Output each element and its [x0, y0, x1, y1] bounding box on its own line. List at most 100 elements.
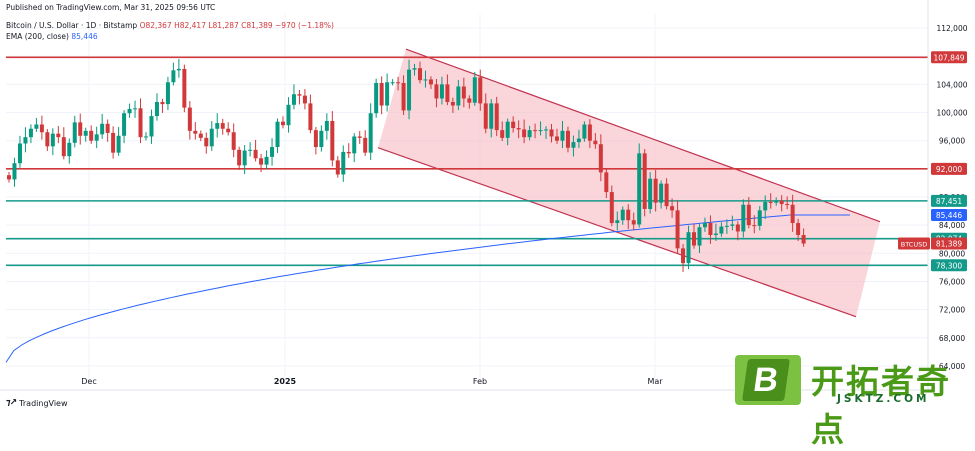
candle [472, 71, 477, 106]
candle [352, 133, 357, 163]
candle-body [401, 82, 406, 111]
ema-legend[interactable]: EMA (200, close) 85,446 [6, 32, 98, 41]
candle-body [144, 136, 148, 138]
candle [407, 59, 412, 120]
candle-body [45, 132, 50, 147]
candle-body [642, 153, 647, 209]
candle [428, 76, 433, 89]
y-tick-label: 68,000 [939, 334, 965, 343]
candle [67, 138, 72, 164]
candle [418, 61, 422, 84]
candle [439, 76, 444, 105]
candle-body [741, 204, 746, 232]
candle [401, 75, 406, 116]
level-price-label-bg [931, 194, 967, 207]
candle-body [801, 235, 806, 244]
candle-body [363, 137, 368, 153]
candle-body [187, 107, 192, 131]
symbol-line: Bitcoin / U.S. Dollar · 1D · Bitstamp O8… [6, 21, 334, 30]
candle-body [702, 223, 707, 228]
candle-body [478, 77, 483, 104]
candle [105, 119, 110, 142]
y-tick-label: 104,000 [936, 80, 967, 89]
y-tick-label: 100,000 [936, 109, 967, 118]
candle [12, 157, 17, 187]
candle-body [379, 82, 384, 106]
candle [286, 97, 291, 133]
candle-body [374, 82, 379, 114]
candle-body [604, 172, 609, 193]
candle [483, 93, 488, 134]
grid-layer [6, 14, 928, 380]
candles [7, 58, 806, 272]
candle-body [620, 209, 625, 221]
candle-body [264, 156, 269, 165]
candle [144, 132, 148, 141]
candle-body [670, 206, 675, 211]
candle [708, 215, 713, 244]
candle [270, 138, 275, 166]
y-tick-label: 80,000 [939, 249, 965, 258]
candle-body [609, 192, 614, 224]
candle [215, 113, 220, 138]
candle-body [330, 120, 335, 161]
price-chart[interactable]: 64,00068,00072,00076,00080,00084,00088,0… [0, 0, 975, 413]
candle [801, 228, 806, 247]
candle-body [675, 210, 680, 249]
x-tick-label: 2025 [274, 377, 297, 386]
candle-body [598, 144, 603, 173]
candle-body [165, 82, 170, 105]
candle [538, 121, 543, 136]
candle [450, 97, 455, 113]
candle [505, 118, 510, 146]
candle-body [138, 108, 143, 138]
candle-body [412, 68, 417, 70]
candle-body [549, 129, 554, 137]
candle [587, 119, 592, 149]
candle-body [763, 201, 768, 211]
candle-body [116, 135, 121, 153]
candle [593, 133, 598, 149]
candle-body [555, 136, 559, 141]
ema-label: EMA (200, close) [6, 32, 69, 41]
candle [122, 110, 127, 144]
candle-body [368, 113, 373, 153]
candle-body [127, 109, 132, 114]
candle [368, 103, 373, 161]
candle [133, 100, 138, 118]
candle-body [467, 98, 472, 103]
candle [209, 121, 214, 151]
candle-body [193, 130, 198, 134]
candle [489, 99, 494, 138]
candle [697, 224, 702, 253]
published-note: Published on TradingView.com, Mar 31, 20… [6, 3, 216, 12]
candle-body [527, 130, 532, 138]
tradingview-logo[interactable]: ⁊↗ TradingView [6, 398, 68, 408]
descending-channel[interactable] [377, 48, 881, 318]
candle [335, 156, 340, 178]
candle-body [182, 68, 187, 108]
level-price-label-bg [931, 259, 967, 272]
candle-body [357, 136, 362, 138]
candle-body [494, 103, 499, 131]
candle-body [385, 82, 390, 106]
candle-body [94, 134, 99, 141]
level-price-label-bg [931, 51, 967, 64]
candle-body [489, 103, 494, 129]
candle-body [423, 79, 428, 81]
candle [56, 125, 61, 144]
candle-body [560, 130, 565, 141]
ohlc-values: O82,367 H82,417 L81,287 C81,389 −970 (−1… [139, 21, 334, 30]
candle-body [220, 123, 225, 129]
price-axis[interactable]: 64,00068,00072,00076,00080,00084,00088,0… [898, 0, 968, 390]
candle-body [533, 130, 538, 132]
candle [89, 125, 94, 144]
candle-body [719, 226, 724, 234]
candle [730, 215, 735, 231]
y-tick-label: 96,000 [939, 137, 965, 146]
candle-body [461, 86, 466, 99]
candle-body [100, 123, 105, 135]
candle-body [61, 137, 66, 157]
candle [17, 135, 22, 168]
level-price-label: 87,451 [936, 197, 962, 206]
